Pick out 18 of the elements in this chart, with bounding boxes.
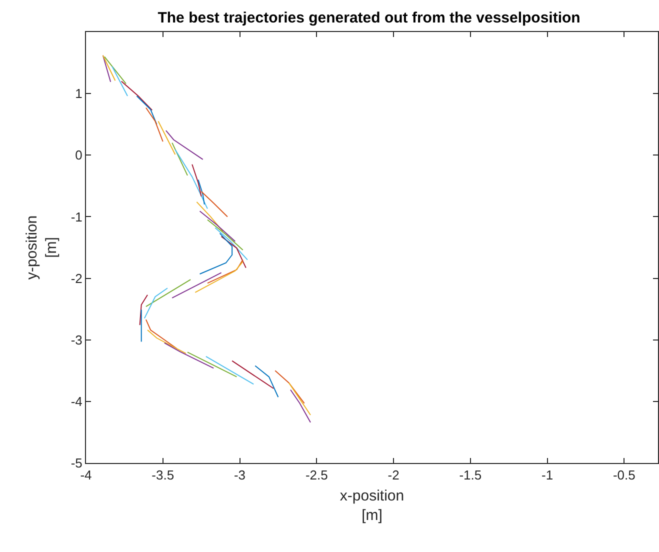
y-tick-label: -2 xyxy=(70,270,82,286)
y-axis-title: y-position [m] xyxy=(24,215,60,280)
x-tick-label: -1.5 xyxy=(459,468,482,483)
y-tick-label: -3 xyxy=(70,332,82,348)
y-tick-label: -1 xyxy=(70,209,82,224)
x-axis-title: x-position [m] xyxy=(340,488,404,524)
y-tick-label: 1 xyxy=(75,86,82,102)
line-series xyxy=(199,232,233,274)
x-tick-label: -1 xyxy=(542,468,554,483)
x-tick-label: -3.5 xyxy=(152,468,174,483)
x-tick-label: -3 xyxy=(234,468,246,483)
chart-title: The best trajectories generated out from the vesselposition xyxy=(158,10,580,27)
x-tick-label: -2 xyxy=(388,468,400,483)
y-tick-label: 0 xyxy=(75,148,82,163)
x-tick-label: -2.5 xyxy=(305,468,328,483)
y-tick-label: -4 xyxy=(70,394,82,409)
y-tick-label: -5 xyxy=(70,456,82,471)
x-tick-label: -0.5 xyxy=(612,468,636,483)
